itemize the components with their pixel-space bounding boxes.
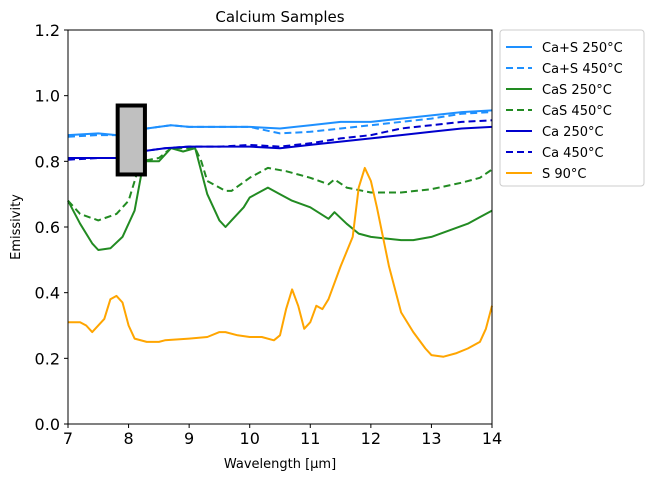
legend-box xyxy=(499,29,645,187)
y-axis-label: Emissivity xyxy=(9,194,24,260)
y-tick-label: 0.4 xyxy=(35,284,60,303)
x-tick-label: 12 xyxy=(361,429,381,448)
plot-frame xyxy=(67,29,493,425)
legend-label: Ca+S 250°C xyxy=(542,41,623,56)
x-tick-label: 8 xyxy=(123,429,133,448)
chart-title: Calcium Samples xyxy=(215,8,344,26)
y-tick-label: 1.0 xyxy=(35,87,60,106)
x-tick-label: 14 xyxy=(482,429,502,448)
x-tick-label: 9 xyxy=(184,429,194,448)
series-line-2 xyxy=(67,147,493,251)
y-tick-label: 0.8 xyxy=(35,152,60,171)
legend-label: S 90°C xyxy=(542,167,587,182)
x-tick-label: 7 xyxy=(63,429,73,448)
y-tick-label: 0.6 xyxy=(35,218,60,237)
x-axis-label: Wavelength [µm] xyxy=(224,457,336,472)
legend-label: Ca 250°C xyxy=(542,125,604,140)
x-tick-label: 11 xyxy=(300,429,320,448)
x-tick-label: 10 xyxy=(240,429,260,448)
y-tick-label: 0.0 xyxy=(35,415,60,434)
legend: Ca+S 250°C Ca+S 450°C CaS 250°C CaS 450°C Ca… xyxy=(499,29,645,187)
series-line-3 xyxy=(67,147,493,222)
legend-label: CaS 450°C xyxy=(542,104,612,119)
legend-label: CaS 250°C xyxy=(542,83,612,98)
series-line-6 xyxy=(68,166,493,358)
legend-label: Ca+S 450°C xyxy=(542,62,623,77)
y-tick-label: 0.2 xyxy=(35,349,60,368)
highlight-box xyxy=(115,103,147,177)
x-tick-label: 13 xyxy=(421,429,441,448)
legend-label: Ca 450°C xyxy=(542,146,604,161)
y-tick-label: 1.2 xyxy=(35,21,60,40)
